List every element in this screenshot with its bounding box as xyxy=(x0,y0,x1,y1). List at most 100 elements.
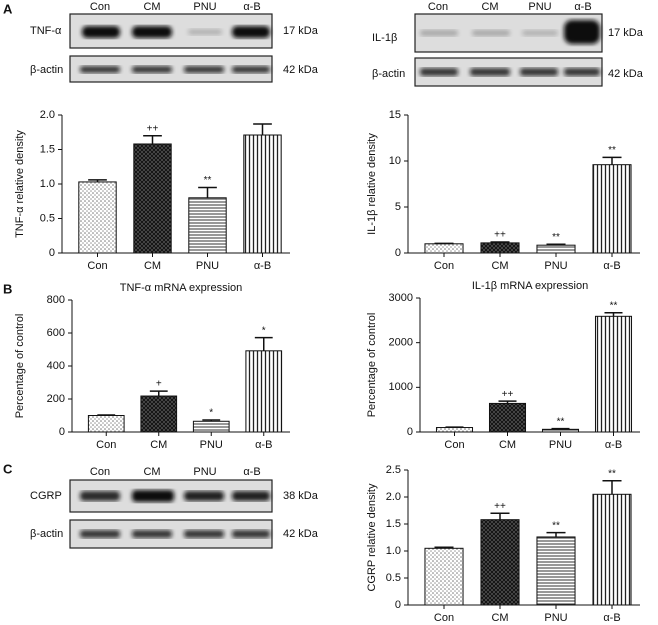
lane-label: Con xyxy=(90,466,110,478)
blot-panel: Con CM PNU α-B CGRP β-actin 38 kDa 42 kD… xyxy=(30,466,319,549)
bar xyxy=(424,547,464,606)
blot-band xyxy=(564,68,600,76)
y-tick-label: 5 xyxy=(395,201,401,213)
y-tick-label: 0 xyxy=(49,247,55,259)
y-tick-label: 1.5 xyxy=(386,518,401,530)
error-bar xyxy=(602,480,622,495)
lane-label: CM xyxy=(481,1,498,13)
error-bar xyxy=(546,531,566,537)
error-bar xyxy=(551,427,570,430)
y-tick-label: 0 xyxy=(395,599,401,611)
blot-band xyxy=(232,66,270,73)
lane-label: α-B xyxy=(243,466,260,478)
bar xyxy=(192,420,230,433)
bar xyxy=(245,350,283,433)
bar xyxy=(592,164,632,254)
blot-band xyxy=(188,29,222,35)
blot-band xyxy=(132,66,172,73)
x-tick-label: CM xyxy=(499,439,516,451)
error-bar xyxy=(202,419,221,422)
bar xyxy=(133,143,172,254)
significance-label: ** xyxy=(610,300,618,311)
y-tick-label: 400 xyxy=(47,360,65,372)
kda-label: 17 kDa xyxy=(283,25,319,37)
blot-band xyxy=(132,26,172,38)
y-tick-label: 3000 xyxy=(389,292,413,304)
y-tick-label: 1000 xyxy=(389,381,413,393)
y-tick-label: 0 xyxy=(59,426,65,438)
kda-label: 17 kDa xyxy=(608,27,644,39)
x-tick-label: Con xyxy=(96,439,116,451)
bar xyxy=(188,197,227,254)
y-tick-label: 200 xyxy=(47,393,65,405)
y-tick-label: 600 xyxy=(47,327,65,339)
blot-label: IL-1β xyxy=(372,32,397,44)
x-tick-label: Con xyxy=(87,260,107,272)
bar xyxy=(592,493,632,606)
y-axis-label: CGRP relative density xyxy=(366,483,378,592)
blot-band xyxy=(420,30,458,36)
blot-band xyxy=(522,30,558,36)
blot-band xyxy=(184,66,224,73)
kda-label: 42 kDa xyxy=(608,68,644,80)
blot-label: TNF-α xyxy=(30,25,62,37)
error-bar xyxy=(254,336,273,351)
blot-band xyxy=(80,530,120,538)
x-tick-label: CM xyxy=(150,439,167,451)
significance-label: ** xyxy=(608,145,616,156)
y-tick-label: 1.5 xyxy=(40,143,55,155)
bar xyxy=(536,536,576,606)
kda-label: 42 kDa xyxy=(283,64,319,76)
panel-label: C xyxy=(3,461,13,476)
lane-label: PNU xyxy=(528,1,551,13)
bar xyxy=(480,242,520,254)
significance-label: * xyxy=(262,325,266,336)
lane-label: CM xyxy=(143,466,160,478)
error-bar xyxy=(143,134,162,144)
y-tick-label: 800 xyxy=(47,294,65,306)
bar xyxy=(536,244,576,254)
y-axis-label: IL-1β relative density xyxy=(366,133,378,235)
x-tick-label: α-B xyxy=(603,612,620,624)
x-tick-label: PNU xyxy=(549,439,572,451)
x-tick-label: α-B xyxy=(603,260,620,272)
x-tick-label: CM xyxy=(491,260,508,272)
error-bar xyxy=(604,311,623,317)
y-tick-label: 0.5 xyxy=(40,212,55,224)
y-axis-label: Percentage of control xyxy=(366,313,378,418)
error-bar xyxy=(602,156,622,165)
panel-label: A xyxy=(3,1,13,16)
significance-label: ** xyxy=(608,468,616,479)
x-tick-label: CM xyxy=(491,612,508,624)
bar xyxy=(78,181,117,254)
blot-band xyxy=(232,530,270,538)
significance-label: ++ xyxy=(502,389,514,400)
y-tick-label: 0.5 xyxy=(386,572,401,584)
x-tick-label: α-B xyxy=(605,439,622,451)
bar xyxy=(424,243,464,254)
lane-label: Con xyxy=(428,1,448,13)
x-tick-label: PNU xyxy=(196,260,219,272)
lane-label: PNU xyxy=(193,1,216,13)
chart-title: TNF-α mRNA expression xyxy=(120,282,243,294)
x-tick-label: PNU xyxy=(200,439,223,451)
y-tick-label: 2.5 xyxy=(386,464,401,476)
panel-label: B xyxy=(3,281,12,296)
kda-label: 38 kDa xyxy=(283,490,319,502)
error-bar xyxy=(490,512,510,520)
bar xyxy=(480,519,520,606)
y-tick-label: 0 xyxy=(407,426,413,438)
x-tick-label: PNU xyxy=(544,612,567,624)
y-tick-label: 0 xyxy=(395,247,401,259)
blot-panel: Con CM PNU α-B TNF-α β-actin 17 kDa 42 k… xyxy=(30,1,319,83)
significance-label: * xyxy=(209,408,213,419)
blot-label: β-actin xyxy=(30,64,63,76)
significance-label: ** xyxy=(552,520,560,531)
bar xyxy=(594,315,633,433)
significance-label: + xyxy=(156,379,162,390)
blot-band xyxy=(132,490,174,502)
bar xyxy=(87,415,125,433)
error-bar xyxy=(253,123,272,136)
lane-label: Con xyxy=(90,1,110,13)
